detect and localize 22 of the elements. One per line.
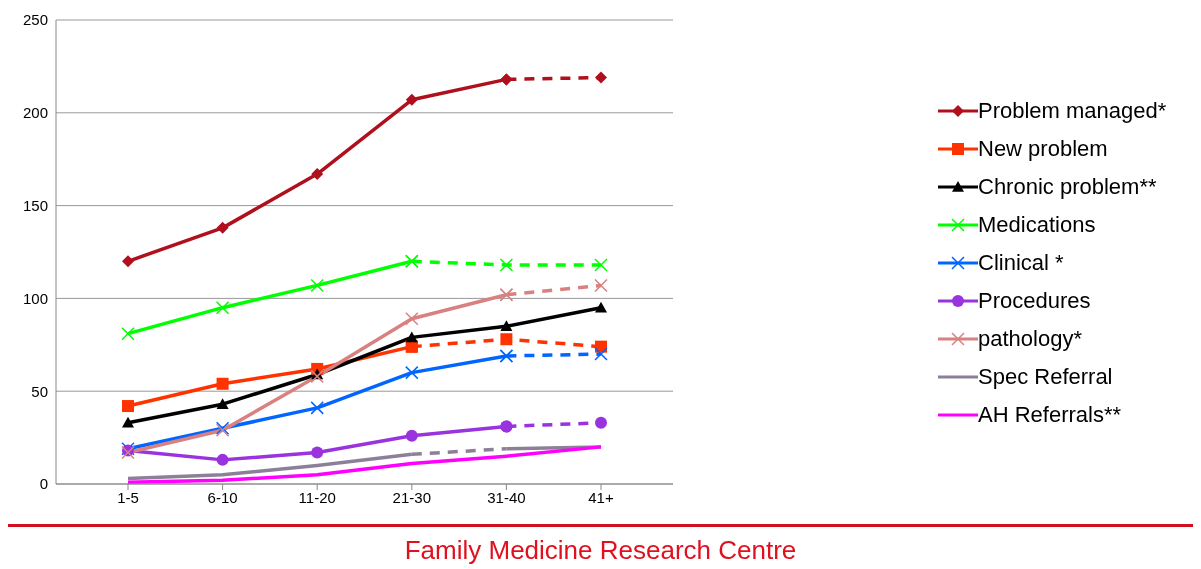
legend-label: Clinical * (978, 250, 1064, 276)
x-tick-label: 1-5 (117, 488, 139, 506)
y-tick-label: 100 (22, 289, 48, 307)
y-tick-label: 0 (39, 475, 48, 493)
legend-label: Problem managed* (978, 98, 1167, 124)
x-tick-label: 11-20 (298, 488, 336, 506)
x-tick-label: 41+ (588, 488, 614, 506)
x-tick-label: 21-30 (392, 488, 431, 506)
legend-label: Chronic problem** (978, 174, 1157, 200)
x-tick-label: 31-40 (487, 488, 526, 506)
y-tick-label: 250 (22, 11, 48, 29)
text: Family Medicine Research Centre (403, 535, 798, 566)
legend-label: pathology* (978, 326, 1082, 352)
y-tick-label: 50 (31, 382, 48, 400)
legend-label: Procedures (978, 288, 1091, 314)
y-tick-label: 200 (22, 104, 48, 122)
y-tick-label: 150 (22, 196, 48, 214)
x-tick-label: 6-10 (207, 488, 238, 506)
legend-label: Medications (978, 212, 1096, 238)
legend-label: Spec Referral (978, 364, 1113, 390)
legend-label: AH Referrals** (978, 402, 1122, 428)
legend-label: New problem (978, 136, 1108, 162)
